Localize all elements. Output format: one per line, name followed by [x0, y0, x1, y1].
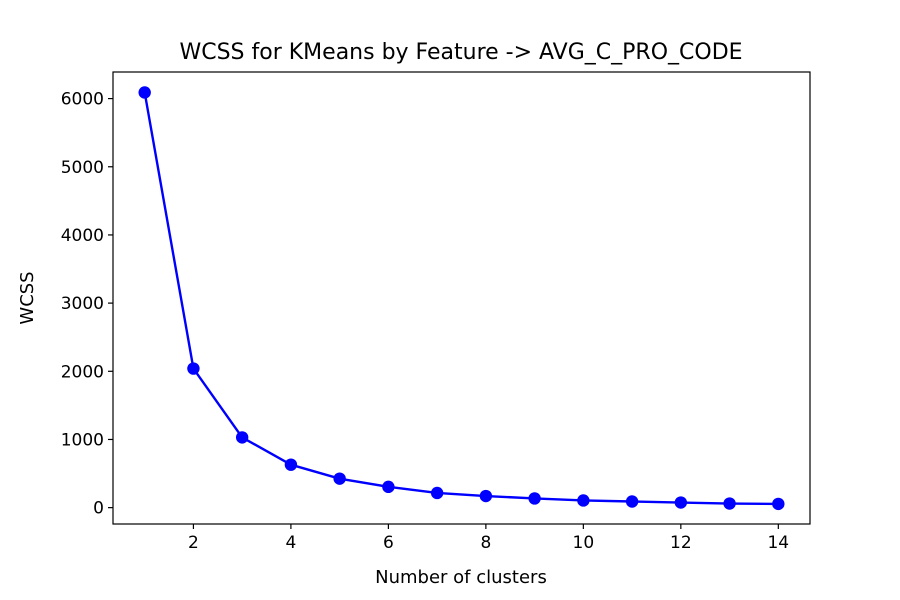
data-point	[284, 458, 298, 471]
y-axis: 0 1000 2000 3000 4000 5000 6000	[61, 90, 113, 519]
x-tick-label: 10	[573, 533, 595, 553]
x-tick-label: 4	[285, 533, 296, 553]
data-point	[723, 497, 736, 510]
data-point	[479, 489, 493, 503]
series-line	[143, 92, 779, 506]
series-layer	[138, 86, 785, 511]
plot-area	[112, 71, 811, 525]
x-tick-label: 12	[670, 533, 692, 553]
data-point	[674, 496, 688, 509]
y-axis-label: WCSS	[17, 271, 38, 324]
chart-title: WCSS for KMeans by Feature -> AVG_C_PRO_…	[179, 40, 742, 65]
data-point	[528, 492, 541, 505]
data-point	[577, 494, 590, 507]
x-axis-label: Number of clusters	[375, 567, 547, 588]
y-tick-label: 4000	[61, 226, 104, 246]
y-tick-label: 5000	[61, 158, 104, 178]
data-point	[772, 497, 785, 511]
y-tick-label: 3000	[61, 294, 104, 314]
data-point	[235, 431, 249, 444]
x-tick-label: 2	[188, 533, 199, 553]
data-point	[382, 480, 395, 494]
x-tick-label: 6	[383, 533, 394, 553]
data-point	[430, 486, 444, 500]
y-tick-label: 1000	[61, 430, 104, 450]
x-axis: 2 4 6 8 10 12 14	[188, 524, 789, 553]
y-tick-label: 0	[93, 499, 104, 519]
y-tick-label: 2000	[61, 362, 104, 382]
x-tick-label: 8	[480, 533, 491, 553]
x-tick-label: 14	[767, 533, 789, 553]
data-point	[625, 495, 639, 508]
data-point	[187, 362, 200, 375]
data-point	[333, 472, 346, 485]
data-point	[138, 86, 151, 99]
y-tick-label: 6000	[61, 90, 104, 110]
